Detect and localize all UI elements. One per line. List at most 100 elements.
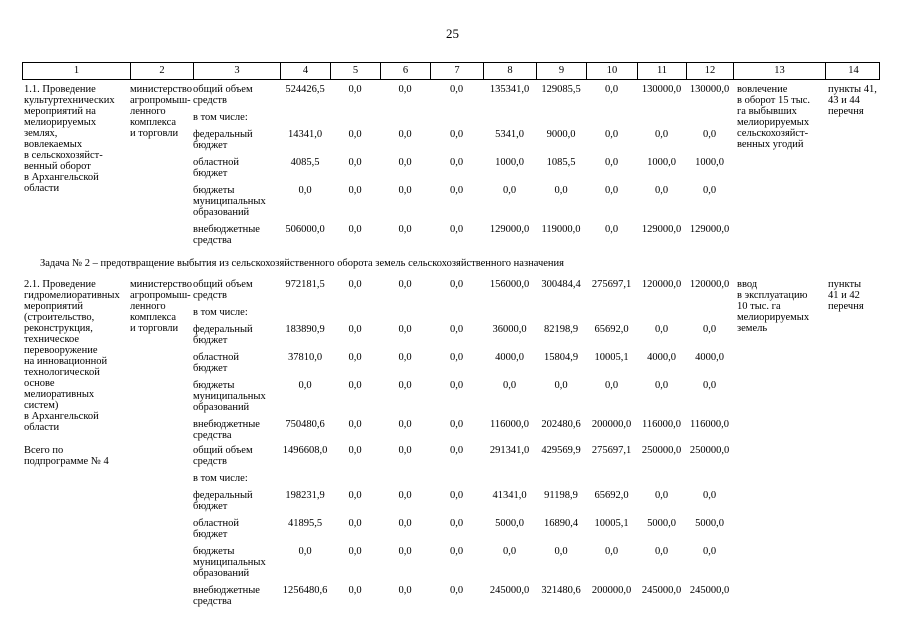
column-number-cell: 2 xyxy=(131,63,194,79)
value-cell: 129000,0 xyxy=(689,224,730,235)
column-number-cell: 12 xyxy=(687,63,734,79)
value-cell: 0,0 xyxy=(449,518,464,529)
value-cell: 275697,1 xyxy=(591,445,632,456)
value-cell: 156000,0 xyxy=(489,279,530,290)
value-cell: 0,0 xyxy=(449,84,464,95)
value-cell: 0,0 xyxy=(348,279,362,290)
value-cell: 0,0 xyxy=(554,185,568,196)
value-cell: 0,0 xyxy=(702,324,717,335)
value-cell: 0,0 xyxy=(654,546,669,557)
value-cell: 0,0 xyxy=(348,380,362,391)
budget-table: 1 2 3 4 5 6 7 8 9 10 11 12 13 14 1.1. Проведение куль… xyxy=(22,62,880,607)
funding-label-cell: внебюджетные средства xyxy=(193,224,260,246)
value-cell: 0,0 xyxy=(298,185,312,196)
value-cell: 0,0 xyxy=(554,380,568,391)
column-number-cell: 8 xyxy=(484,63,537,79)
table-body: 1.1. Проведение культуртехнических мероп… xyxy=(22,84,880,607)
value-cell: 0,0 xyxy=(348,129,362,140)
value-cell: 183890,9 xyxy=(285,324,325,335)
value-cell: 250000,0 xyxy=(641,445,682,456)
column-number-cell: 13 xyxy=(734,63,826,79)
value-cell: 0,0 xyxy=(398,585,412,596)
funding-label-cell: общий объем средств xyxy=(193,279,253,301)
funding-label-cell: областной бюджет xyxy=(193,157,239,179)
value-cell: 0,0 xyxy=(348,546,362,557)
value-cell: 0,0 xyxy=(702,490,717,501)
value-cell: 36000,0 xyxy=(492,324,527,335)
value-cell: 0,0 xyxy=(702,129,717,140)
value-cell: 135341,0 xyxy=(489,84,530,95)
value-cell: 9000,0 xyxy=(546,129,576,140)
value-cell: 0,0 xyxy=(449,224,464,235)
value-cell: 130000,0 xyxy=(641,84,682,95)
value-cell: 120000,0 xyxy=(641,279,682,290)
funding-label-cell: федеральный бюджет xyxy=(193,490,253,512)
funding-label-cell: общий объем средств xyxy=(193,84,253,106)
funding-label-cell: областной бюджет xyxy=(193,352,239,374)
value-cell: 750480,6 xyxy=(285,419,325,430)
expected-result-cell: вовлечение в оборот 15 тыс. га выбывших … xyxy=(737,84,811,150)
value-cell: 0,0 xyxy=(654,380,669,391)
value-cell: 0,0 xyxy=(654,129,669,140)
value-cell: 14341,0 xyxy=(287,129,323,140)
value-cell: 4000,0 xyxy=(647,352,676,363)
activity-cell: 2.1. Проведение гидромелиоративных мероп… xyxy=(24,279,120,433)
value-cell: 0,0 xyxy=(449,490,464,501)
reference-cell: пункты 41 и 42 перечня xyxy=(828,279,864,312)
value-cell: 429569,9 xyxy=(541,445,581,456)
funding-label-cell: общий объем средств xyxy=(193,445,253,467)
value-cell: 0,0 xyxy=(449,585,464,596)
value-cell: 16890,4 xyxy=(543,518,579,529)
value-cell: 0,0 xyxy=(502,546,517,557)
table-block: 1.1. Проведение культуртехнических мероп… xyxy=(22,84,880,246)
value-cell: 0,0 xyxy=(449,279,464,290)
value-cell: 1000,0 xyxy=(695,157,724,168)
value-cell: 1496608,0 xyxy=(282,445,328,456)
value-cell: 0,0 xyxy=(702,380,717,391)
value-cell: 0,0 xyxy=(604,546,619,557)
column-number-cell: 11 xyxy=(638,63,687,79)
value-cell: 0,0 xyxy=(604,380,619,391)
value-cell: 245000,0 xyxy=(689,585,730,596)
value-cell: 0,0 xyxy=(348,490,362,501)
value-cell: 1000,0 xyxy=(495,157,524,168)
value-cell: 4000,0 xyxy=(495,352,524,363)
value-cell: 524426,5 xyxy=(285,84,325,95)
value-cell: 116000,0 xyxy=(690,419,729,430)
value-cell: 5000,0 xyxy=(647,518,676,529)
value-cell: 0,0 xyxy=(348,185,362,196)
column-number-cell: 1 xyxy=(23,63,131,79)
value-cell: 0,0 xyxy=(502,185,517,196)
value-cell: 0,0 xyxy=(398,129,412,140)
funding-label-cell: бюджеты муниципальных образований xyxy=(193,380,266,413)
column-number-cell: 6 xyxy=(381,63,431,79)
expected-result-cell: ввод в эксплуатацию 10 тыс. га мелиориру… xyxy=(737,279,810,334)
funding-label-cell: в том числе: xyxy=(193,307,248,318)
value-cell: 0,0 xyxy=(348,419,362,430)
value-cell: 0,0 xyxy=(398,279,412,290)
executor-cell: министерство агропромыш- ленного комплек… xyxy=(130,84,193,139)
activity-cell: 1.1. Проведение культуртехнических мероп… xyxy=(24,84,115,194)
value-cell: 65692,0 xyxy=(594,324,629,335)
value-cell: 0,0 xyxy=(449,380,464,391)
value-cell: 1000,0 xyxy=(647,157,676,168)
value-cell: 0,0 xyxy=(348,224,362,235)
value-cell: 0,0 xyxy=(449,129,464,140)
value-cell: 82198,9 xyxy=(543,324,579,335)
value-cell: 0,0 xyxy=(398,157,412,168)
page-number: 25 xyxy=(446,26,459,41)
value-cell: 10005,1 xyxy=(594,518,629,529)
value-cell: 0,0 xyxy=(449,419,464,430)
value-cell: 0,0 xyxy=(449,324,464,335)
value-cell: 0,0 xyxy=(348,157,362,168)
value-cell: 0,0 xyxy=(604,129,619,140)
value-cell: 37810,0 xyxy=(287,352,323,363)
funding-label-cell: внебюджетные средства xyxy=(193,419,260,441)
value-cell: 129000,0 xyxy=(489,224,530,235)
column-number-cell: 10 xyxy=(587,63,638,79)
value-cell: 0,0 xyxy=(604,224,619,235)
value-cell: 0,0 xyxy=(348,585,362,596)
value-cell: 0,0 xyxy=(398,546,412,557)
value-cell: 275697,1 xyxy=(591,279,632,290)
value-cell: 250000,0 xyxy=(689,445,730,456)
